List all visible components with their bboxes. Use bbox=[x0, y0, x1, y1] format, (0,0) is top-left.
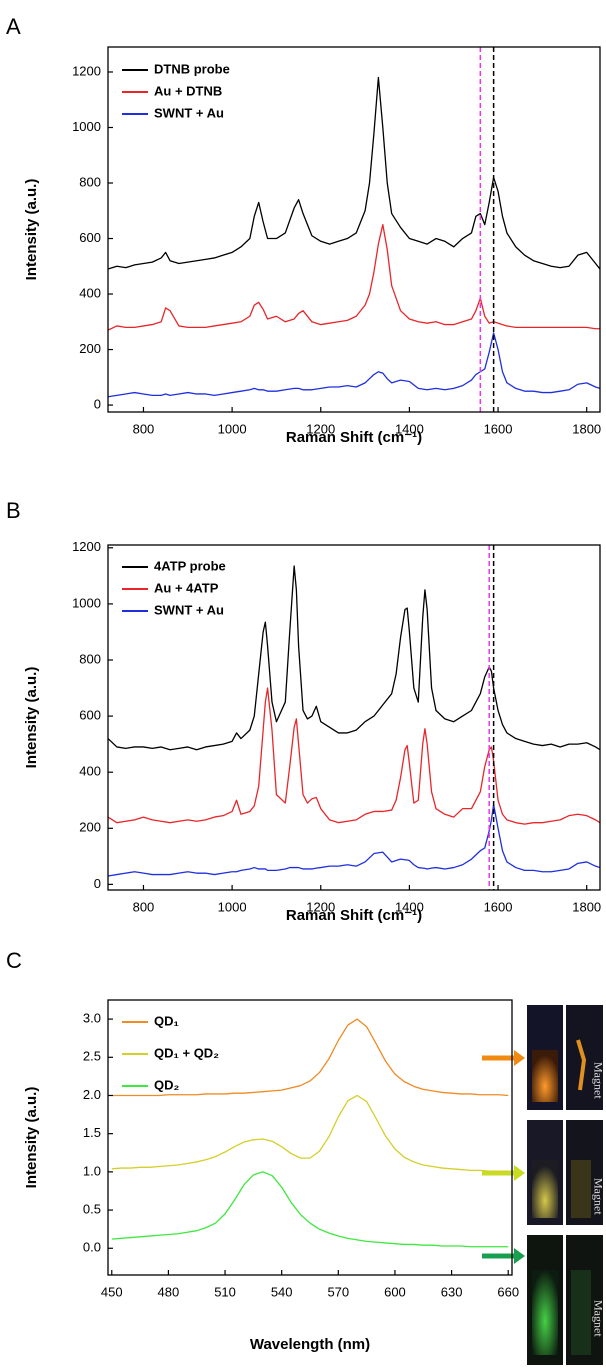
x-tick-label: 1400 bbox=[395, 421, 424, 436]
photos: Magnet Magnet Magnet bbox=[482, 1005, 605, 1365]
photo-label: Magnet bbox=[591, 1178, 605, 1215]
y-tick-label: 800 bbox=[79, 651, 101, 666]
plot-frame bbox=[107, 999, 513, 1276]
x-tick-label: 660 bbox=[497, 1284, 519, 1299]
x-tick-label: 1200 bbox=[306, 421, 335, 436]
x-axis-title: Wavelength (nm) bbox=[250, 1336, 370, 1353]
x-tick-label: 1600 bbox=[484, 899, 513, 914]
y-axis-title: Intensity (a.u.) bbox=[23, 179, 40, 281]
y-tick-label: 200 bbox=[79, 820, 101, 835]
y-tick-label: 400 bbox=[79, 764, 101, 779]
legend-label: QD₂ bbox=[154, 1077, 180, 1092]
photo-label: Magnet bbox=[591, 1300, 605, 1337]
y-tick-label: 1.0 bbox=[83, 1163, 101, 1178]
y-tick-label: 200 bbox=[79, 341, 101, 356]
y-tick-label: 600 bbox=[79, 708, 101, 723]
panel-label: A bbox=[6, 14, 21, 39]
y-tick-label: 600 bbox=[79, 230, 101, 245]
y-tick-label: 2.0 bbox=[83, 1087, 101, 1102]
x-tick-label: 1400 bbox=[395, 899, 424, 914]
data-line bbox=[111, 1018, 509, 1097]
data-line bbox=[107, 687, 601, 825]
vial bbox=[571, 1270, 591, 1355]
y-tick-label: 1000 bbox=[72, 119, 101, 134]
legend-label: 4ATP probe bbox=[154, 558, 226, 573]
y-tick-label: 3.0 bbox=[83, 1011, 101, 1026]
vial bbox=[532, 1160, 558, 1218]
data-line bbox=[107, 76, 601, 270]
y-tick-label: 2.5 bbox=[83, 1049, 101, 1064]
x-tick-label: 630 bbox=[441, 1284, 463, 1299]
legend-label: SWNT + Au bbox=[154, 602, 224, 617]
x-tick-label: 800 bbox=[133, 899, 155, 914]
x-tick-label: 1000 bbox=[218, 421, 247, 436]
vial bbox=[571, 1160, 591, 1218]
x-axis-title: Raman Shift (cm⁻¹) bbox=[286, 907, 422, 924]
data-line bbox=[107, 332, 601, 398]
x-tick-label: 480 bbox=[158, 1284, 180, 1299]
y-tick-label: 800 bbox=[79, 174, 101, 189]
x-tick-label: 540 bbox=[271, 1284, 293, 1299]
photo-label: Magnet bbox=[591, 1062, 605, 1099]
data-line bbox=[107, 803, 601, 877]
legend-label: QD₁ + QD₂ bbox=[154, 1045, 219, 1060]
y-tick-label: 0.5 bbox=[83, 1202, 101, 1217]
x-tick-label: 1600 bbox=[484, 421, 513, 436]
plot-frame bbox=[107, 46, 601, 413]
data-line bbox=[107, 223, 600, 331]
data-line bbox=[111, 1094, 509, 1173]
x-tick-label: 1200 bbox=[306, 899, 335, 914]
y-axis-title: Intensity (a.u.) bbox=[23, 1087, 40, 1189]
y-tick-label: 1000 bbox=[72, 595, 101, 610]
legend-label: DTNB probe bbox=[154, 61, 230, 76]
plot-frame bbox=[107, 544, 601, 891]
data-line bbox=[111, 1171, 509, 1248]
panel-label: C bbox=[6, 948, 22, 973]
arrow-head bbox=[514, 1248, 525, 1264]
x-tick-label: 600 bbox=[384, 1284, 406, 1299]
y-tick-label: 1200 bbox=[72, 63, 101, 78]
legend-label: Au + 4ATP bbox=[154, 580, 219, 595]
y-tick-label: 0.0 bbox=[83, 1240, 101, 1255]
y-axis-title: Intensity (a.u.) bbox=[23, 667, 40, 769]
y-tick-label: 1200 bbox=[72, 539, 101, 554]
legend-label: SWNT + Au bbox=[154, 105, 224, 120]
vial bbox=[532, 1050, 558, 1102]
panel-label: B bbox=[6, 498, 21, 523]
y-tick-label: 1.5 bbox=[83, 1125, 101, 1140]
x-tick-label: 510 bbox=[214, 1284, 236, 1299]
y-tick-label: 0 bbox=[94, 876, 101, 891]
y-tick-label: 0 bbox=[94, 396, 101, 411]
x-tick-label: 570 bbox=[327, 1284, 349, 1299]
arrow-head bbox=[514, 1050, 525, 1066]
x-tick-label: 1800 bbox=[572, 421, 601, 436]
vial bbox=[532, 1270, 558, 1355]
arrow-head bbox=[514, 1165, 525, 1181]
vial bbox=[576, 1039, 587, 1091]
x-tick-label: 1000 bbox=[218, 899, 247, 914]
x-tick-label: 800 bbox=[133, 421, 155, 436]
x-axis-title: Raman Shift (cm⁻¹) bbox=[286, 429, 422, 446]
y-tick-label: 400 bbox=[79, 285, 101, 300]
data-line bbox=[107, 565, 601, 751]
x-tick-label: 450 bbox=[101, 1284, 123, 1299]
x-tick-label: 1800 bbox=[572, 899, 601, 914]
legend-label: Au + DTNB bbox=[154, 83, 222, 98]
legend-label: QD₁ bbox=[154, 1013, 179, 1028]
